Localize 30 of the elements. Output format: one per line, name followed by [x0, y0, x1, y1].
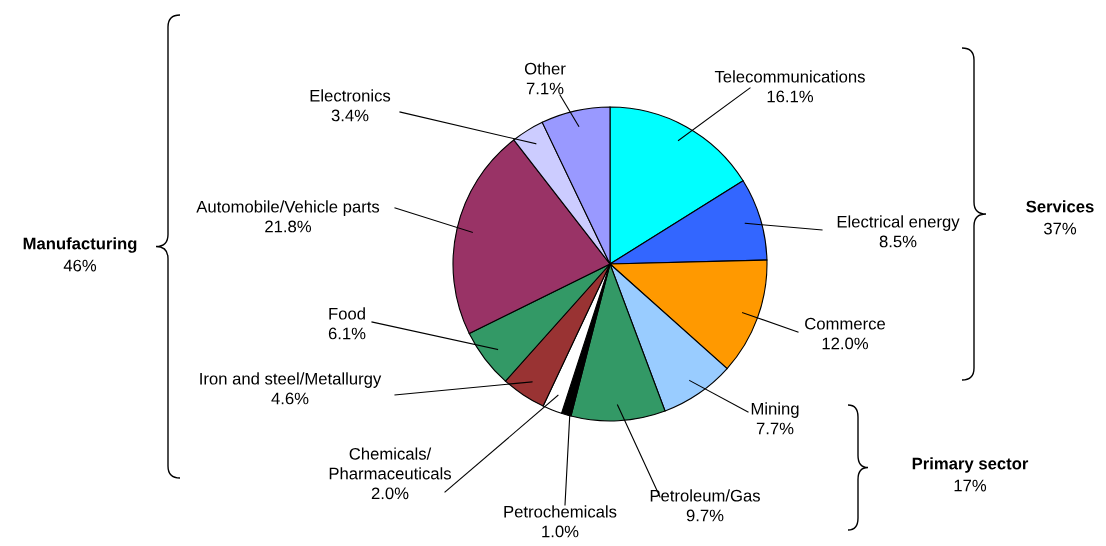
- slice-label: Telecommunications: [714, 70, 865, 83]
- text: Services: [1026, 200, 1094, 213]
- data-label: 12.0%: [822, 337, 869, 350]
- text: Manufacturing: [23, 237, 137, 253]
- data-label: 8.5%: [879, 235, 917, 248]
- slice-label: Automobile/Vehicle parts: [196, 200, 380, 216]
- data-label: 7.7%: [756, 422, 794, 435]
- slice-label: Petroleum/Gas: [650, 489, 760, 502]
- slice-label: Petrochemicals: [504, 505, 617, 518]
- slice-label: Iron and steel/Metallurgy: [200, 372, 382, 388]
- data-label: 2.0%: [371, 487, 409, 500]
- slice-label: Electronics: [310, 89, 391, 102]
- slice-label: Mining: [751, 402, 799, 418]
- slice-label: Commerce: [805, 317, 886, 330]
- data-label: 1.0%: [542, 525, 579, 538]
- data-label: 6.1%: [328, 327, 366, 340]
- slice-label: Other: [524, 62, 566, 75]
- data-label: 16.1%: [767, 90, 814, 103]
- text: 46%: [63, 259, 97, 272]
- slice-label: Food: [329, 307, 365, 320]
- data-label: 7.1%: [526, 82, 564, 95]
- data-label: 21.8%: [265, 220, 312, 233]
- text: 37%: [1043, 222, 1077, 235]
- text: 17%: [954, 479, 987, 492]
- slice-label: Chemicals/ Pharmaceuticals: [329, 447, 451, 480]
- data-label: 3.4%: [331, 109, 369, 122]
- text: Primary sector: [912, 457, 1029, 473]
- data-label: 4.6%: [271, 392, 309, 405]
- data-label: 9.7%: [686, 509, 724, 522]
- slice-label: Electrical energy: [837, 215, 960, 231]
